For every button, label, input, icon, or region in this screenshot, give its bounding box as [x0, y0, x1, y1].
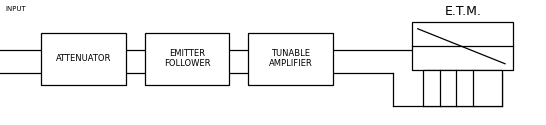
Bar	[412, 22, 513, 70]
Bar	[423, 70, 502, 106]
Bar	[145, 32, 229, 85]
Bar	[41, 32, 126, 85]
Text: INPUT: INPUT	[5, 6, 26, 12]
Text: ATTENUATOR: ATTENUATOR	[56, 54, 111, 63]
Text: E.T.M.: E.T.M.	[444, 5, 481, 18]
Text: EMITTER
FOLLOWER: EMITTER FOLLOWER	[164, 49, 210, 68]
Bar	[248, 32, 333, 85]
Text: TUNABLE
AMPLIFIER: TUNABLE AMPLIFIER	[269, 49, 313, 68]
